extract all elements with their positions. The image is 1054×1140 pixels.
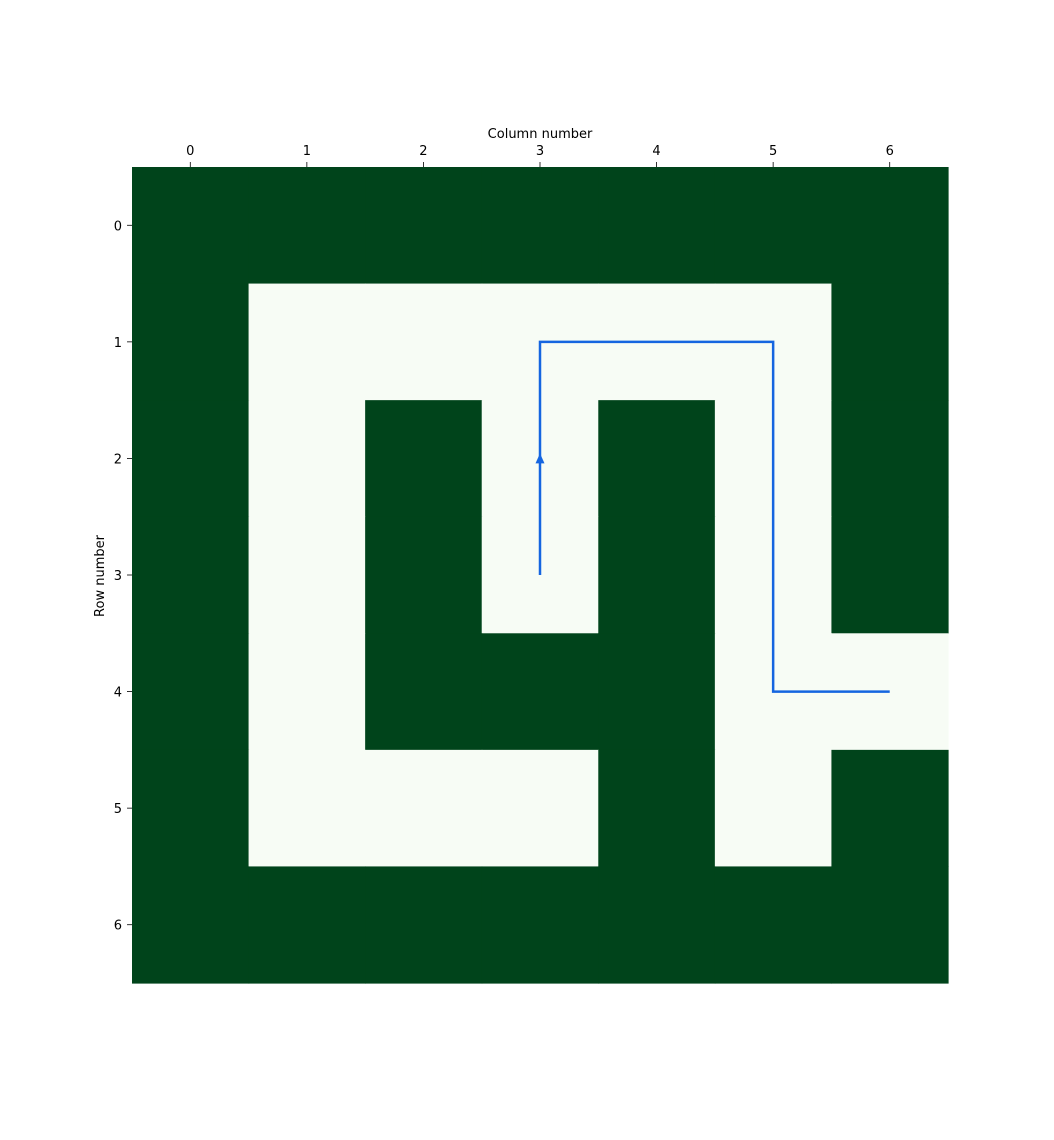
x-tick-label: 2 [419, 144, 427, 159]
wall-cell [132, 167, 250, 285]
route-arrow-marker [535, 453, 545, 464]
wall-cell [831, 866, 949, 984]
path-layer [535, 340, 890, 693]
wall-cell [714, 866, 833, 984]
wall-cell [132, 633, 250, 751]
open-cell [365, 283, 483, 401]
x-tick-label: 0 [186, 144, 194, 159]
y-tick-label: 2 [114, 452, 122, 467]
wall-cell [831, 283, 949, 401]
y-tick-label: 3 [114, 569, 122, 584]
wall-cell [481, 633, 599, 751]
y-tick-label: 0 [114, 219, 122, 234]
y-tick-label: 4 [114, 686, 122, 701]
maze-grid [132, 167, 949, 984]
wall-cell [831, 167, 949, 285]
wall-cell [365, 400, 483, 518]
x-tick-label: 3 [536, 144, 544, 159]
wall-cell [365, 633, 483, 751]
open-cell [248, 283, 366, 401]
y-tick-label: 1 [114, 336, 122, 351]
x-axis: 0 1 2 3 4 5 6 [186, 144, 894, 167]
open-cell [248, 749, 366, 868]
wall-cell [481, 167, 599, 285]
wall-cell [132, 749, 250, 868]
wall-cell [132, 400, 250, 518]
x-tick-label: 5 [769, 144, 777, 159]
open-cell [248, 633, 366, 751]
wall-cell [598, 866, 716, 984]
wall-cell [365, 167, 483, 285]
wall-cell [831, 400, 949, 518]
open-cell [714, 749, 833, 868]
wall-cell [714, 167, 833, 285]
wall-cell [365, 516, 483, 634]
wall-cell [598, 516, 716, 634]
wall-cell [132, 866, 250, 984]
wall-cell [248, 167, 366, 285]
wall-cell [598, 167, 716, 285]
wall-cell [598, 633, 716, 751]
wall-cell [831, 749, 949, 868]
y-axis-label: Row number [93, 534, 108, 617]
open-cell [248, 516, 366, 634]
wall-cell [248, 866, 366, 984]
x-tick-label: 1 [303, 144, 311, 159]
y-tick-label: 6 [114, 919, 122, 934]
wall-cell [598, 749, 716, 868]
wall-cell [481, 866, 599, 984]
x-axis-label: Column number [488, 127, 593, 142]
x-tick-label: 4 [652, 144, 660, 159]
y-tick-label: 5 [114, 802, 122, 817]
open-cell [365, 749, 483, 868]
route-line [538, 340, 890, 693]
wall-cell [365, 866, 483, 984]
wall-cell [132, 283, 250, 401]
wall-cell [598, 400, 716, 518]
wall-cell [831, 516, 949, 634]
open-cell [248, 400, 366, 518]
wall-cell [132, 516, 250, 634]
x-tick-label: 6 [886, 144, 894, 159]
y-axis: 0 1 2 3 4 5 6 [114, 219, 132, 934]
open-cell [481, 749, 599, 868]
